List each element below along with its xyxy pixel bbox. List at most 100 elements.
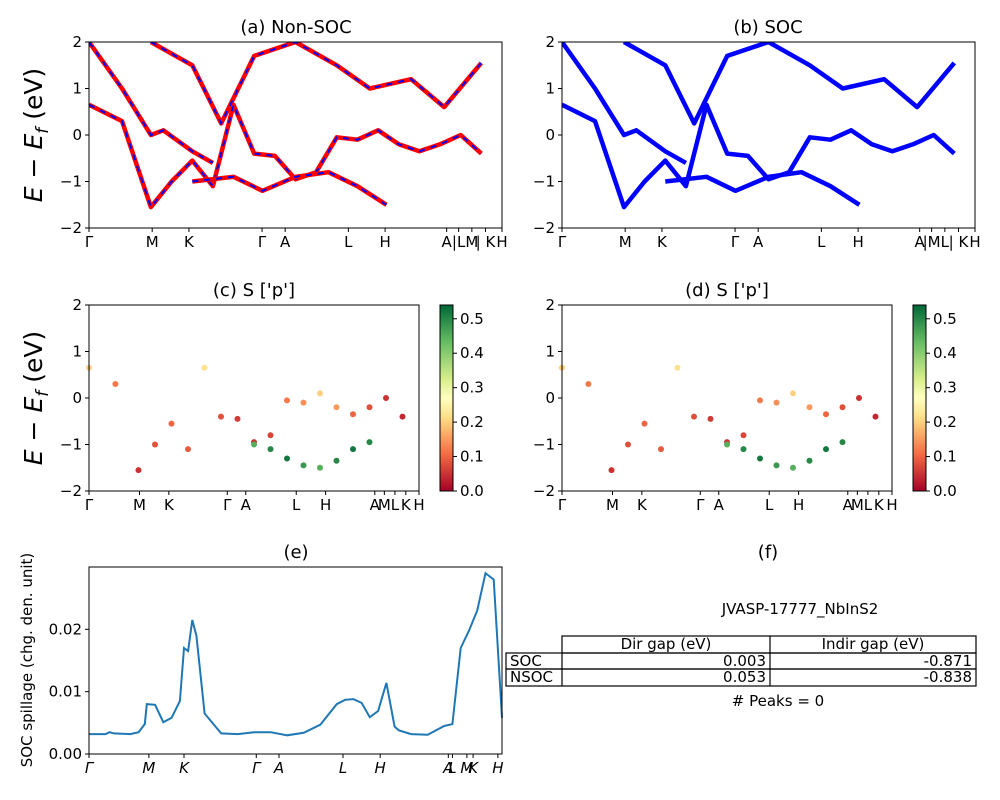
band-line-2 — [665, 169, 861, 207]
panel-a-title: (a) Non-SOC — [240, 17, 351, 38]
panel-c-plot: 210−1−2Γ M K Γ A L H AM L K H0.50.40.30.20.10.0 — [60, 296, 484, 514]
x-tick-label: M — [378, 496, 391, 514]
band-point — [856, 395, 862, 401]
high-weight-point — [773, 462, 780, 469]
band-point — [383, 395, 389, 401]
band-point — [333, 404, 340, 411]
band-point — [790, 390, 796, 397]
y-tick-label: 1 — [545, 343, 555, 361]
plot-frame — [88, 566, 503, 755]
x-tick-label: K — [164, 496, 175, 514]
colorbar-tick-label: 0.5 — [460, 310, 484, 328]
x-tick-label: Γ — [252, 759, 262, 777]
x-tick-label: H — [886, 496, 897, 514]
colorbar — [912, 304, 927, 492]
plot-frame — [561, 304, 893, 492]
band-point — [806, 404, 813, 411]
y-tick-label: 0.00 — [49, 745, 82, 763]
band-point — [218, 413, 224, 420]
y-tick-label: 2 — [72, 33, 82, 51]
ylabel-top: E − Ef (eV) — [19, 68, 53, 202]
high-weight-point — [740, 446, 747, 453]
table-cell: -0.871 — [924, 652, 972, 670]
colorbar-tick-label: 0.4 — [460, 344, 484, 362]
x-tick-label: Γ — [223, 496, 232, 514]
x-tick-label: Γ — [85, 233, 94, 251]
high-weight-point — [284, 455, 290, 462]
band-dash-3 — [150, 42, 483, 126]
band-line-1 — [89, 42, 215, 165]
x-tick-label: M — [851, 496, 864, 514]
x-tick-label: M — [460, 759, 473, 777]
y-tick-label: 1 — [72, 343, 82, 361]
panel-d-title: (d) S ['p'] — [685, 280, 769, 301]
material-id: JVASP-17777_NbInS2 — [721, 600, 879, 619]
panel-e-title: (e) — [283, 542, 308, 563]
x-tick-label: H — [413, 496, 424, 514]
high-weight-point — [333, 457, 340, 464]
x-tick-label: Γ — [85, 496, 94, 514]
x-tick-label: L — [391, 496, 400, 514]
high-weight-point — [839, 439, 846, 446]
gap-table: Dir gap (eV) Indir gap (eV) SOC 0.003 -0… — [505, 635, 977, 687]
y-tick-label: −2 — [533, 482, 555, 500]
x-tick-label: A — [273, 759, 284, 777]
table-row-label: SOC — [510, 652, 542, 670]
x-tick-label: M — [146, 233, 159, 251]
y-tick-label: 2 — [545, 296, 555, 314]
colorbar-tick-label: 0.0 — [460, 482, 484, 500]
bands — [89, 42, 484, 210]
x-tick-label: A — [370, 496, 381, 514]
panel-e-plot: 0.020.010.00Γ M K Γ A L H AL MK H — [49, 566, 504, 777]
table-cell: 0.003 — [723, 652, 766, 670]
high-weight-point — [790, 464, 796, 471]
band-point — [152, 441, 158, 448]
high-weight-point — [300, 462, 307, 469]
band-point — [284, 397, 290, 404]
y-tick-label: −2 — [533, 219, 555, 237]
ylabel-middle: E − Ef (eV) — [19, 331, 53, 465]
high-weight-point — [757, 455, 763, 462]
x-tick-label: K — [657, 233, 668, 251]
band-point — [625, 441, 631, 448]
spillage-line — [89, 571, 503, 737]
y-tick-label: −1 — [533, 173, 555, 191]
x-tick-label: A — [442, 233, 453, 251]
x-tick-label: H — [320, 496, 331, 514]
high-weight-point — [806, 457, 813, 464]
high-weight-point — [366, 439, 373, 446]
band-point — [691, 413, 697, 420]
y-tick-label: 0 — [545, 126, 555, 144]
y-tick-label: 1 — [72, 80, 82, 98]
x-tick-label: L — [765, 496, 774, 514]
x-tick-label: Γ — [558, 496, 567, 514]
high-weight-point — [823, 446, 829, 453]
x-tick-label: Γ — [731, 233, 740, 251]
x-tick-label: K — [468, 759, 479, 777]
x-tick-label: A — [442, 759, 453, 777]
y-tick-label: −1 — [533, 436, 555, 454]
colorbar-tick-label: 0.1 — [933, 448, 957, 466]
x-tick-label: L — [344, 233, 353, 251]
plot-frame — [88, 41, 503, 229]
high-weight-point — [350, 446, 356, 453]
y-tick-label: −2 — [60, 482, 82, 500]
x-tick-label: | K — [476, 233, 497, 251]
x-tick-label: K — [184, 233, 195, 251]
panel-f-title: (f) — [758, 542, 778, 563]
band-point — [839, 404, 846, 411]
x-tick-label: Γ — [85, 759, 95, 777]
band-point — [267, 432, 274, 439]
y-tick-label: 2 — [545, 33, 555, 51]
plot-background — [89, 305, 419, 491]
x-tick-label: A — [753, 233, 764, 251]
x-tick-label: L — [941, 233, 950, 251]
y-tick-label: −1 — [60, 436, 82, 454]
x-tick-label: M — [606, 496, 619, 514]
colorbar-tick-label: 0.4 — [933, 344, 957, 362]
plot-frame — [88, 304, 420, 492]
band-point — [300, 399, 307, 406]
band-point — [608, 467, 615, 474]
table-cell: -0.838 — [924, 668, 972, 686]
